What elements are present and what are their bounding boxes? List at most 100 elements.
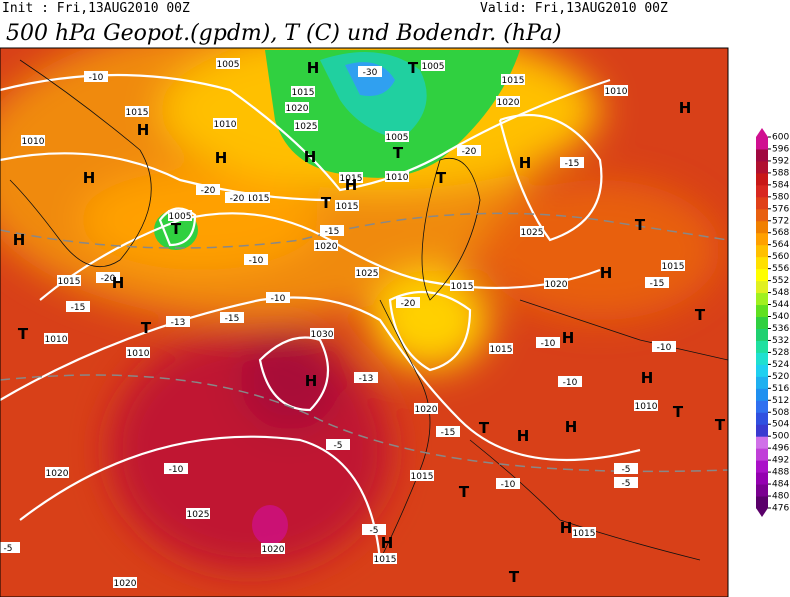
- label-box: [560, 157, 584, 168]
- colorbar-label: 576: [772, 204, 789, 214]
- pressure-center: T: [393, 144, 404, 162]
- contour-label: -15: [650, 279, 665, 289]
- colorbar-band: [756, 184, 768, 198]
- pressure-center: H: [137, 121, 150, 139]
- contour-label: 1025: [187, 510, 210, 520]
- pressure-center: T: [321, 194, 332, 212]
- contour-label: 1015: [374, 555, 397, 565]
- contour-label: 1020: [545, 280, 568, 290]
- contour-label: -13: [359, 374, 374, 384]
- label-box: [614, 463, 638, 474]
- label-box: [354, 372, 378, 383]
- colorbar-label: 552: [772, 276, 789, 286]
- colorbar-label: 544: [772, 300, 789, 310]
- label-box: [661, 260, 685, 271]
- pressure-center: T: [171, 220, 182, 238]
- map-title: 500 hPa Geopot.(gpdm), T (C) und Bodendr…: [6, 21, 562, 46]
- contour-label: 1010: [214, 120, 237, 130]
- colorbar-band: [756, 400, 768, 413]
- label-box: [220, 312, 244, 323]
- label-box: [66, 301, 90, 312]
- contour-label: 1020: [415, 405, 438, 415]
- label-box: [652, 341, 676, 352]
- label-box: [496, 478, 520, 489]
- contour-label: -20: [201, 186, 216, 196]
- label-box: [436, 426, 460, 437]
- label-box: [634, 400, 658, 411]
- colorbar-label: 584: [772, 180, 789, 190]
- pressure-center: H: [517, 427, 530, 445]
- contour-label: -5: [622, 465, 631, 475]
- pressure-center: H: [13, 231, 26, 249]
- colorbar-label: 488: [772, 468, 789, 478]
- contour-label: -15: [71, 303, 86, 313]
- colorbar-band: [756, 304, 768, 318]
- contour-label: 1015: [58, 277, 81, 287]
- contour-label: -5: [622, 479, 631, 489]
- label-box: [320, 225, 344, 236]
- contour-label: 1020: [46, 469, 69, 479]
- label-box: [244, 254, 268, 265]
- colorbar-band: [756, 424, 768, 437]
- contour-label: 1015: [573, 529, 596, 539]
- label-box: [572, 527, 596, 538]
- map-labels: 1005 1015 1005 1015 1010 1020 1015 1010 1010 1020…: [0, 58, 726, 589]
- pressure-center: T: [459, 483, 470, 501]
- colorbar-label: 524: [772, 360, 789, 370]
- contour-label: -5: [370, 526, 379, 536]
- pressure-center: H: [345, 176, 358, 194]
- colorbar-label: 484: [772, 480, 789, 490]
- colorbar-band: [756, 328, 768, 341]
- label-box: [544, 278, 568, 289]
- contour-label: 1020: [262, 545, 285, 555]
- colorbar-band: [756, 172, 768, 186]
- label-box: [558, 376, 582, 387]
- pressure-center: H: [307, 59, 320, 77]
- label-box: [196, 184, 220, 195]
- label-box: [645, 277, 669, 288]
- colorbar-band: [756, 496, 768, 509]
- contour-label: 1015: [451, 282, 474, 292]
- colorbar-label: 496: [772, 444, 789, 454]
- contour-label: -5: [4, 544, 13, 554]
- label-box: [291, 86, 315, 97]
- contour-label: 1020: [315, 242, 338, 252]
- colorbar-label: 564: [772, 240, 789, 250]
- colorbar-label: 512: [772, 396, 789, 406]
- contour-label: -15: [565, 159, 580, 169]
- colorbar-band: [756, 244, 768, 258]
- colorbar-label: 528: [772, 348, 789, 358]
- colorbar-band: [756, 196, 768, 210]
- colorbar-label: 548: [772, 288, 789, 298]
- contour-label: 1025: [356, 269, 379, 279]
- contour-label: -10: [541, 339, 556, 349]
- pressure-center: T: [695, 306, 706, 324]
- colorbar-band: [756, 220, 768, 234]
- colorbar-label: 568: [772, 228, 789, 238]
- label-box: [261, 543, 285, 554]
- colorbar-band: [756, 268, 768, 282]
- contour-label: -10: [501, 480, 516, 490]
- label-box: [164, 463, 188, 474]
- colorbar-band: [756, 280, 768, 294]
- label-box: [414, 403, 438, 414]
- label-box: [421, 60, 445, 71]
- pressure-center: T: [436, 169, 447, 187]
- label-box: [21, 135, 45, 146]
- label-box: [385, 131, 409, 142]
- contour-label: -15: [225, 314, 240, 324]
- contour-label: 1015: [490, 345, 513, 355]
- label-box: [96, 272, 120, 283]
- colorbar-band: [756, 208, 768, 222]
- label-box: [536, 337, 560, 348]
- contour-label: 1015: [411, 472, 434, 482]
- contour-label: 1020: [497, 98, 520, 108]
- colorbar-band: [756, 256, 768, 270]
- contour-label: 1005: [386, 133, 409, 143]
- label-box: [355, 267, 379, 278]
- label-box: [45, 467, 69, 478]
- colorbar-cap: [756, 128, 768, 137]
- contour-label: 1015: [247, 194, 270, 204]
- contour-label: 1010: [386, 173, 409, 183]
- colorbar: 476 480 484 488 492 496 500 504 508 512 516 520 524 5…: [756, 128, 789, 517]
